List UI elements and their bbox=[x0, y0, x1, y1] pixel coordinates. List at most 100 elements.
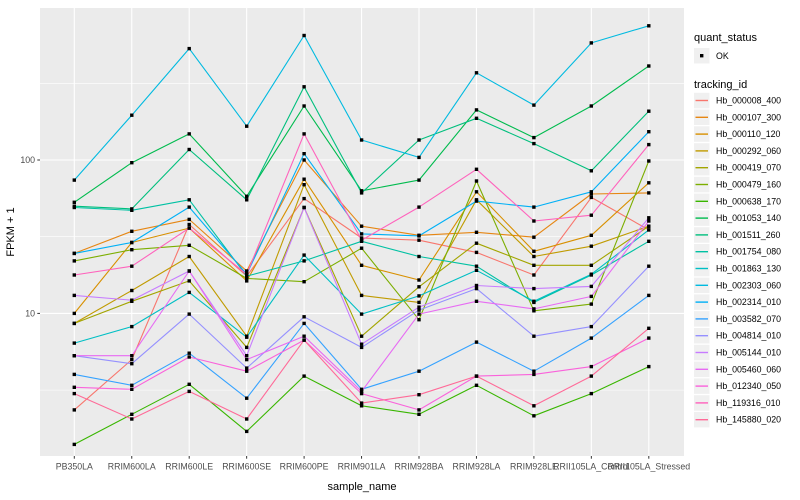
data-point bbox=[359, 246, 364, 250]
data-point bbox=[532, 273, 536, 277]
x-tick-label: RRIM928LE bbox=[510, 462, 558, 472]
data-point bbox=[302, 374, 306, 378]
data-point bbox=[72, 442, 76, 447]
data-point bbox=[417, 312, 421, 316]
data-point bbox=[532, 135, 536, 140]
data-point bbox=[302, 321, 306, 326]
data-point bbox=[359, 391, 364, 396]
data-point bbox=[302, 253, 306, 257]
legend-label: Hb_005144_010 bbox=[716, 348, 781, 358]
data-point bbox=[359, 236, 364, 240]
legend-label: Hb_004814_010 bbox=[716, 331, 781, 341]
data-point bbox=[647, 224, 651, 228]
data-point bbox=[187, 226, 191, 230]
legend-label: Hb_005460_060 bbox=[716, 364, 781, 374]
data-point bbox=[474, 179, 479, 183]
legend-entry-Hb_000008_400: Hb_000008_400 bbox=[694, 92, 781, 109]
data-point bbox=[245, 345, 249, 350]
legend-point-symbol bbox=[700, 54, 704, 58]
data-point bbox=[474, 116, 479, 120]
x-tick-label: RRIM600PE bbox=[280, 462, 329, 472]
data-point bbox=[532, 404, 536, 408]
data-point bbox=[130, 264, 134, 268]
data-point bbox=[532, 263, 536, 267]
data-point bbox=[245, 124, 249, 128]
data-point bbox=[302, 104, 306, 108]
data-point bbox=[187, 355, 191, 359]
data-point bbox=[474, 108, 479, 112]
data-point bbox=[359, 389, 364, 394]
legend-label: Hb_119316_010 bbox=[716, 398, 781, 408]
data-point bbox=[359, 138, 364, 142]
data-point bbox=[245, 272, 249, 276]
data-point bbox=[647, 293, 651, 298]
data-point bbox=[417, 308, 421, 312]
data-point bbox=[187, 254, 191, 259]
data-point bbox=[187, 222, 191, 227]
data-point bbox=[72, 321, 76, 326]
data-point bbox=[130, 417, 134, 421]
data-point bbox=[130, 383, 134, 387]
data-point bbox=[187, 290, 191, 295]
legend-label: Hb_001863_130 bbox=[716, 264, 781, 274]
data-point bbox=[417, 408, 421, 412]
data-point bbox=[72, 273, 76, 277]
data-point bbox=[245, 366, 249, 370]
data-point bbox=[130, 387, 134, 391]
data-point bbox=[474, 230, 479, 234]
data-point bbox=[245, 396, 249, 400]
data-point bbox=[359, 293, 364, 298]
data-point bbox=[72, 200, 76, 204]
data-point bbox=[647, 191, 651, 195]
data-point bbox=[417, 138, 421, 142]
x-axis-title: sample_name bbox=[327, 481, 396, 493]
marker-layer bbox=[72, 24, 651, 447]
data-point bbox=[532, 309, 536, 313]
data-point bbox=[647, 142, 651, 147]
data-point bbox=[589, 284, 593, 289]
data-point bbox=[187, 147, 191, 152]
y-axis-title: FPKM + 1 bbox=[5, 207, 17, 256]
data-point bbox=[72, 259, 76, 263]
data-point bbox=[302, 205, 306, 210]
data-point bbox=[245, 417, 249, 421]
legend-entry-Hb_002303_060: Hb_002303_060 bbox=[694, 277, 781, 294]
data-point bbox=[130, 362, 134, 366]
data-point bbox=[474, 340, 479, 344]
data-point bbox=[130, 113, 134, 117]
data-point bbox=[474, 241, 479, 245]
legend-label: Hb_000292_060 bbox=[716, 146, 781, 156]
legend-label: Hb_000110_120 bbox=[716, 129, 781, 139]
data-point bbox=[359, 263, 364, 267]
data-point bbox=[532, 372, 536, 377]
data-point bbox=[532, 141, 536, 146]
data-point bbox=[359, 345, 364, 350]
legend-label: Hb_000419_070 bbox=[716, 163, 781, 173]
data-point bbox=[130, 161, 134, 165]
data-point bbox=[130, 229, 134, 233]
data-point bbox=[532, 254, 536, 259]
data-point bbox=[647, 181, 651, 185]
data-point bbox=[187, 389, 191, 394]
legend-label: Hb_012340_050 bbox=[716, 381, 781, 391]
legend-label: Hb_001754_080 bbox=[716, 247, 781, 257]
data-point bbox=[417, 393, 421, 397]
data-point bbox=[245, 269, 249, 273]
y-tick-label: 100 bbox=[20, 155, 35, 165]
data-point bbox=[302, 85, 306, 89]
data-point bbox=[302, 183, 306, 187]
data-point bbox=[589, 190, 593, 194]
legend-entry-Hb_002314_010: Hb_002314_010 bbox=[694, 294, 781, 310]
data-point bbox=[647, 264, 651, 268]
data-point bbox=[532, 334, 536, 338]
data-point bbox=[532, 205, 536, 209]
x-tick-label: RRII105LA_Control bbox=[553, 462, 629, 472]
data-point bbox=[417, 254, 421, 259]
data-point bbox=[532, 369, 536, 373]
data-point bbox=[589, 302, 593, 306]
data-point bbox=[130, 357, 134, 362]
legend-entry-Hb_000479_160: Hb_000479_160 bbox=[694, 176, 781, 193]
data-point bbox=[417, 238, 421, 242]
data-point bbox=[359, 238, 364, 242]
